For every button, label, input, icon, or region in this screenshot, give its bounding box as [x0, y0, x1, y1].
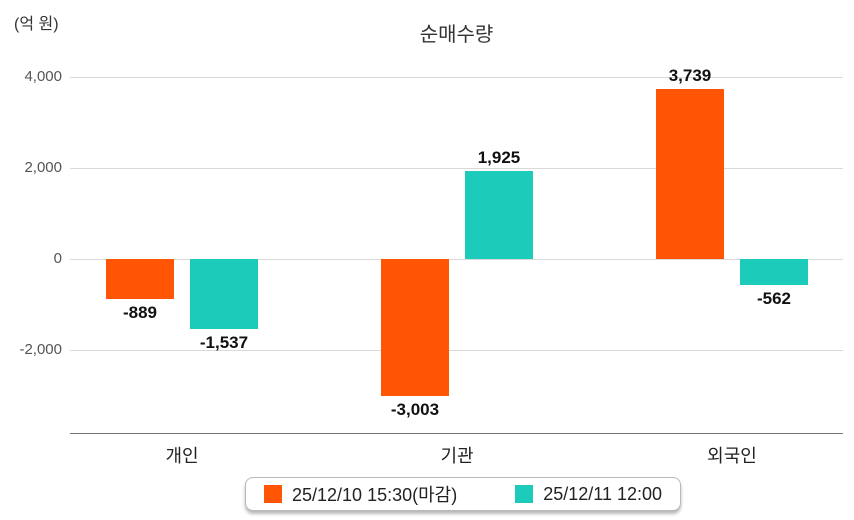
- x-axis-category-label: 기관: [440, 446, 474, 466]
- bar-s1-c3[interactable]: [656, 88, 724, 259]
- x-axis-category-label: 외국인: [707, 446, 757, 466]
- bar-value-label: -562: [756, 288, 792, 308]
- y-axis-tick-label: 4,000: [24, 68, 62, 85]
- bar-s1-c1[interactable]: [106, 259, 174, 300]
- legend-item-series2[interactable]: 25/12/11 12:00: [515, 484, 662, 505]
- bar-value-label: -1,537: [199, 332, 249, 352]
- x-axis-line: [70, 433, 843, 434]
- legend-swatch-icon: [264, 485, 282, 503]
- y-axis-tick-label: -2,000: [19, 341, 62, 358]
- y-axis-tick-label: 2,000: [24, 159, 62, 176]
- legend-swatch-icon: [515, 485, 534, 503]
- legend-label: 25/12/11 12:00: [543, 483, 663, 504]
- legend-label: 25/12/10 15:30(마감): [292, 485, 458, 505]
- legend: 25/12/10 15:30(마감) 25/12/11 12:00: [245, 477, 682, 511]
- gridline: [70, 259, 843, 260]
- gridline: [70, 350, 843, 351]
- bar-s2-c3[interactable]: [740, 259, 808, 285]
- bar-value-label: 3,739: [668, 65, 712, 85]
- bar-value-label: -889: [122, 303, 158, 323]
- bar-s2-c1[interactable]: [190, 259, 258, 329]
- bar-value-label: -3,003: [390, 399, 440, 419]
- x-axis-category-label: 개인: [165, 446, 199, 466]
- chart-title: 순매수량: [419, 24, 494, 46]
- bar-value-label: 1,925: [477, 148, 521, 168]
- y-axis-tick-label: 0: [53, 250, 62, 267]
- bar-s2-c2[interactable]: [465, 171, 533, 259]
- bar-s1-c2[interactable]: [381, 259, 449, 396]
- legend-item-series1[interactable]: 25/12/10 15:30(마감): [264, 481, 457, 507]
- y-axis-unit-label: (억 원): [14, 16, 59, 33]
- gridline: [70, 77, 843, 78]
- gridline: [70, 168, 843, 169]
